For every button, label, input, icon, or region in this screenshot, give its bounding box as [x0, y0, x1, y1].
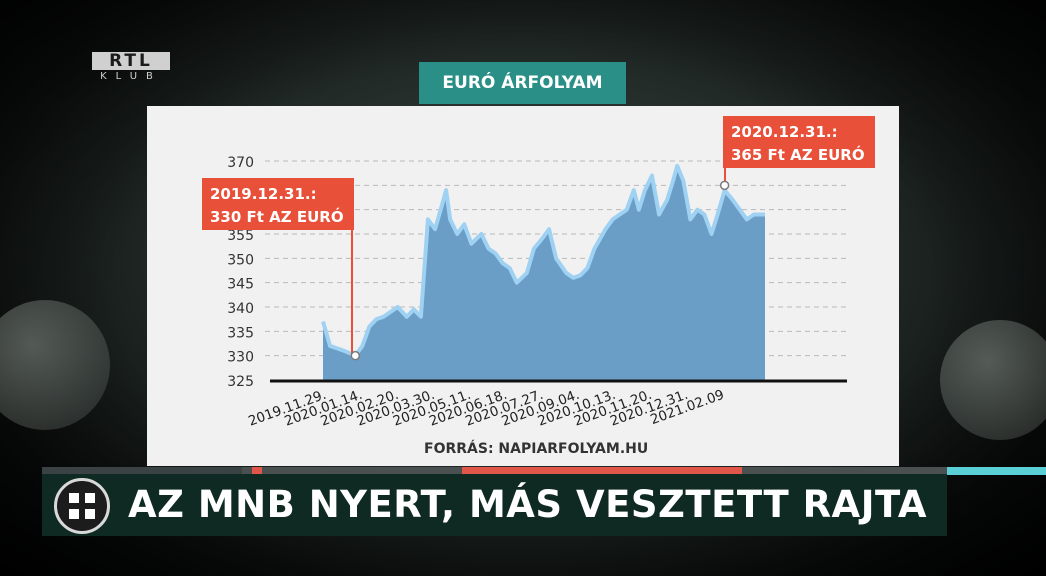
- chart-panel: 3703653603553503453403353303252019.11.29…: [147, 106, 899, 466]
- series-line: [321, 163, 765, 358]
- callout-box: [723, 116, 875, 168]
- callout-date: 2019.12.31.:: [210, 185, 317, 203]
- coin-image: [940, 320, 1046, 440]
- y-tick-label: 355: [227, 228, 254, 244]
- ticker-segment: [947, 467, 1046, 475]
- series-area: [323, 165, 765, 380]
- lower-third: [42, 474, 947, 536]
- y-tick-label: 340: [227, 301, 254, 317]
- app-grid-icon: [54, 478, 110, 534]
- coin-image: [0, 300, 110, 430]
- logo-sub: KLUB: [100, 71, 162, 82]
- callout-value: 330 Ft AZ EURÓ: [210, 207, 344, 226]
- callout-value: 365 Ft AZ EURÓ: [731, 145, 865, 164]
- chart-source: FORRÁS: NAPIARFOLYAM.HU: [424, 441, 649, 457]
- y-tick-label: 330: [227, 350, 254, 366]
- ticker-segment: [252, 467, 262, 475]
- y-tick-label: 345: [227, 277, 254, 293]
- channel-logo: RTL KLUB: [92, 52, 170, 83]
- y-tick-label: 350: [227, 252, 254, 268]
- area-chart: 3703653603553503453403353303252019.11.29…: [202, 116, 875, 430]
- callout-box: [202, 178, 354, 230]
- ticker-segment: [462, 467, 742, 475]
- y-tick-label: 335: [227, 325, 254, 341]
- annotation-marker: [719, 180, 730, 191]
- ticker-bar: [42, 467, 1046, 475]
- y-tick-label: 370: [227, 155, 254, 171]
- ticker-segment: [42, 467, 242, 475]
- y-tick-label: 325: [227, 374, 254, 390]
- callout-date: 2020.12.31.:: [731, 123, 838, 141]
- logo-main: RTL: [92, 52, 170, 70]
- annotation-marker: [350, 350, 361, 361]
- chart-title: EURÓ ÁRFOLYAM: [419, 62, 626, 104]
- news-headline: AZ MNB NYERT, MÁS VESZTETT RAJTA: [128, 483, 927, 526]
